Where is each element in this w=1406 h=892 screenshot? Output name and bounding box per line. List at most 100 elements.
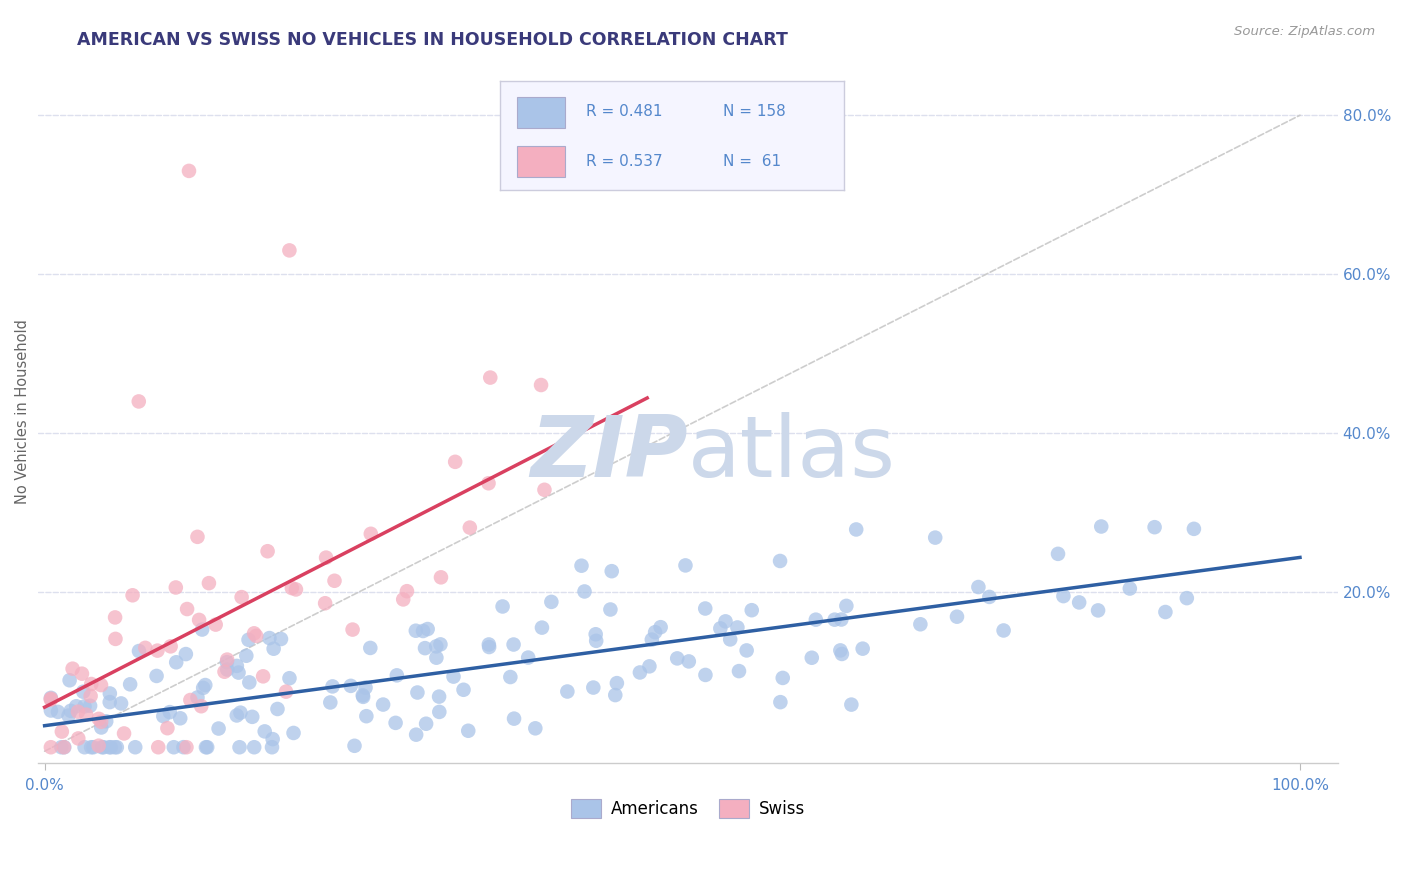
- Point: [73, 740, 96, 755]
- Point: [80, 740, 103, 755]
- Point: [39, 691, 62, 706]
- Point: [769, 554, 792, 568]
- Point: [1090, 519, 1112, 533]
- Point: [638, 659, 661, 673]
- Point: [427, 690, 450, 704]
- Point: [281, 581, 304, 595]
- Point: [741, 603, 763, 617]
- Point: [319, 696, 342, 710]
- Point: [204, 617, 226, 632]
- Point: [650, 620, 672, 634]
- Point: [39, 740, 62, 755]
- Point: [176, 740, 198, 755]
- Point: [841, 698, 863, 712]
- Point: [425, 640, 447, 654]
- Point: [605, 688, 627, 702]
- Point: [172, 740, 194, 755]
- Point: [243, 626, 266, 640]
- Point: [228, 740, 250, 755]
- Point: [352, 690, 374, 704]
- Point: [993, 624, 1015, 638]
- Point: [1087, 603, 1109, 617]
- Point: [314, 596, 336, 610]
- Legend: Americans, Swiss: Americans, Swiss: [564, 793, 811, 825]
- Point: [225, 659, 247, 673]
- Point: [270, 632, 292, 646]
- Point: [156, 721, 179, 735]
- Point: [152, 709, 174, 723]
- Point: [194, 740, 217, 755]
- Point: [405, 728, 427, 742]
- Point: [416, 622, 439, 636]
- Point: [93, 740, 115, 755]
- Point: [145, 669, 167, 683]
- Point: [79, 698, 101, 713]
- Point: [191, 681, 214, 695]
- Point: [190, 699, 212, 714]
- Point: [709, 621, 731, 635]
- Point: [98, 686, 121, 700]
- Point: [198, 576, 221, 591]
- Point: [406, 685, 429, 699]
- Point: [75, 707, 97, 722]
- Point: [146, 643, 169, 657]
- Point: [121, 588, 143, 602]
- Point: [79, 689, 101, 703]
- Point: [499, 670, 522, 684]
- Point: [195, 740, 218, 755]
- Point: [262, 732, 284, 747]
- Point: [600, 564, 623, 578]
- Point: [678, 654, 700, 668]
- Point: [98, 695, 121, 709]
- Point: [502, 638, 524, 652]
- Point: [104, 632, 127, 646]
- Point: [728, 664, 751, 678]
- Point: [675, 558, 697, 573]
- Point: [59, 704, 82, 718]
- Point: [51, 740, 73, 755]
- Point: [87, 712, 110, 726]
- Point: [979, 590, 1001, 604]
- Point: [67, 731, 90, 746]
- Point: [207, 722, 229, 736]
- Point: [73, 699, 96, 714]
- Text: atlas: atlas: [688, 412, 896, 495]
- Point: [82, 740, 104, 755]
- Point: [845, 523, 868, 537]
- Text: ZIP: ZIP: [530, 412, 688, 495]
- Point: [228, 665, 250, 680]
- Point: [725, 620, 748, 634]
- Point: [599, 602, 621, 616]
- Point: [457, 723, 479, 738]
- Point: [238, 632, 260, 647]
- Point: [217, 652, 239, 666]
- Point: [235, 648, 257, 663]
- Point: [245, 629, 267, 643]
- Point: [165, 655, 187, 669]
- Point: [356, 709, 378, 723]
- Point: [772, 671, 794, 685]
- Point: [62, 662, 84, 676]
- Text: Source: ZipAtlas.com: Source: ZipAtlas.com: [1234, 25, 1375, 38]
- Point: [392, 592, 415, 607]
- Point: [87, 739, 110, 753]
- Point: [243, 740, 266, 755]
- Point: [695, 601, 717, 615]
- Point: [283, 726, 305, 740]
- Point: [238, 675, 260, 690]
- Point: [159, 705, 181, 719]
- Point: [352, 689, 374, 703]
- Point: [46, 705, 69, 719]
- Point: [582, 681, 605, 695]
- Point: [90, 721, 112, 735]
- Point: [800, 650, 823, 665]
- Point: [478, 640, 501, 654]
- Point: [186, 530, 208, 544]
- Point: [165, 581, 187, 595]
- Point: [105, 740, 128, 755]
- Point: [427, 705, 450, 719]
- Point: [359, 640, 381, 655]
- Point: [830, 613, 852, 627]
- Point: [315, 550, 337, 565]
- Point: [134, 640, 156, 655]
